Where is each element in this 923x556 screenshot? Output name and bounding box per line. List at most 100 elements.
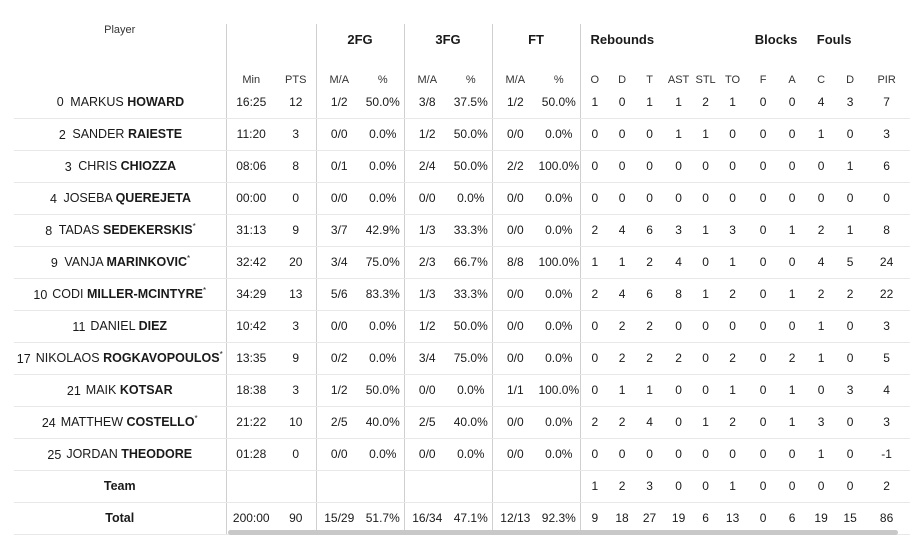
cell-ft-pct: 100.0% (538, 150, 581, 183)
cell-ft-ma: 0/0 (491, 214, 539, 247)
cell-reb-d: 0 (609, 118, 636, 151)
cell-min: 32:42 (225, 246, 276, 279)
group-header-row: Player 2FG 3FG FT Rebounds Blocks Fouls (14, 24, 910, 54)
col-stl: STL (695, 74, 716, 86)
cell-foul-c: 2 (805, 214, 838, 247)
col-3fg-ma: M/A (403, 54, 451, 86)
cell-foul-c: 19 (805, 502, 838, 535)
total-row: Total 200:00 90 15/29 51.7% 16/34 47.1% … (14, 502, 911, 535)
cell-3fg-ma: 1/3 (403, 214, 451, 247)
cell-foul-d: 2 (837, 278, 864, 311)
cell-ast: 0 (664, 406, 694, 439)
cell-ast: 0 (664, 150, 694, 183)
cell-2fg-ma: 0/0 (315, 118, 362, 151)
cell-ft-ma: 0/0 (491, 118, 539, 151)
cell-stl: 0 (693, 438, 719, 471)
player-name-cell: 9 VANJA MARINKOVIC* (14, 246, 226, 279)
col-3fg-pct: % (465, 74, 476, 86)
player-name-cell: 24 MATTHEW COSTELLO* (14, 406, 226, 439)
cell-foul-d: 0 (837, 310, 864, 343)
cell-to: 1 (718, 246, 748, 279)
cell-reb-d: 4 (609, 278, 636, 311)
cell-stl: 0 (693, 310, 719, 343)
cell-pts: 13 (276, 278, 316, 311)
player-last-name: KOTSAR (119, 383, 173, 398)
cell-reb-o: 0 (579, 438, 610, 471)
cell-3fg-ma: 2/4 (403, 150, 451, 183)
cell-pir: 24 (863, 246, 911, 279)
cell-reb-o: 2 (579, 278, 610, 311)
table-row: 11 DANIEL DIEZ 10:42 3 0/0 0.0% 1/2 50.0% 0/0 0.0… (14, 310, 911, 343)
cell-foul-c: 2 (805, 278, 838, 311)
cell-ft-pct: 0.0% (538, 438, 581, 471)
cell-to: 0 (718, 310, 748, 343)
cell-foul-d: 0 (837, 118, 864, 151)
cell-blk-f: 0 (747, 214, 780, 247)
cell-blk-a: 1 (779, 374, 806, 407)
cell-foul-d: 0 (837, 406, 864, 439)
player-last-name: MARINKOVIC (106, 255, 188, 270)
cell-ft-pct: 0.0% (538, 342, 581, 375)
cell-blk-f: 0 (747, 502, 780, 535)
cell-pts: 0 (276, 182, 316, 215)
table-row: 25 JORDAN THEODORE 01:28 0 0/0 0.0% 0/0 0.0% 0/0… (14, 438, 911, 471)
player-first-name: JOSEBA (63, 191, 113, 206)
cell-2fg-pct: 75.0% (362, 246, 405, 279)
player-number: 4 (49, 191, 57, 206)
cell-stl: 1 (693, 214, 719, 247)
cell-foul-d: 5 (837, 246, 864, 279)
cell-foul-d: 0 (837, 438, 864, 471)
cell-pir: 4 (863, 374, 911, 407)
group-rebounds: Rebounds (579, 24, 665, 54)
cell-to: 2 (718, 278, 748, 311)
cell-ast: 3 (664, 214, 694, 247)
cell-ft-ma: 0/0 (491, 342, 539, 375)
cell-blk-f: 0 (747, 438, 780, 471)
cell-reb-t: 2 (635, 246, 665, 279)
col-ft-ma: M/A (491, 54, 539, 86)
horizontal-scrollbar[interactable] (228, 530, 898, 535)
cell-pts: 9 (276, 214, 316, 247)
cell-3fg-pct: 37.5% (450, 86, 493, 119)
player-number: 10 (33, 287, 48, 302)
col-2fg-ma: M/A (315, 54, 362, 86)
cell-foul-d: 0 (837, 342, 864, 375)
cell-reb-t: 2 (635, 310, 665, 343)
player-last-name: SEDEKERSKIS (103, 223, 193, 238)
cell-reb-t: 0 (635, 150, 665, 183)
cell-foul-d: 1 (837, 150, 864, 183)
cell-ast: 0 (664, 310, 694, 343)
cell-ast: 0 (664, 438, 694, 471)
cell-reb-t: 6 (635, 278, 665, 311)
cell-blk-f: 0 (747, 118, 780, 151)
cell-3fg-ma: 0/0 (403, 438, 451, 471)
cell-ft-pct (538, 470, 581, 503)
cell-3fg-ma: 1/3 (403, 278, 451, 311)
col-reb-d: D (618, 74, 627, 86)
cell-pir: -1 (863, 438, 911, 471)
cell-blk-a: 2 (779, 342, 806, 375)
cell-blk-a: 0 (779, 470, 806, 503)
player-number: 3 (64, 159, 72, 174)
cell-pts: 9 (276, 342, 316, 375)
cell-reb-d: 1 (609, 246, 636, 279)
cell-reb-o: 0 (579, 118, 610, 151)
cell-min: 00:00 (225, 182, 276, 215)
cell-reb-d: 18 (609, 502, 636, 535)
cell-pts: 3 (276, 118, 316, 151)
cell-foul-c: 0 (805, 182, 838, 215)
player-name-cell: 10 CODI MILLER-MCINTYRE* (14, 278, 226, 311)
player-first-name: CODI (52, 287, 84, 302)
cell-ft-pct: 0.0% (538, 118, 581, 151)
cell-ft-ma: 1/2 (491, 86, 539, 119)
cell-foul-c: 0 (805, 150, 838, 183)
cell-ft-ma (491, 470, 539, 503)
cell-3fg-ma: 3/8 (403, 86, 451, 119)
cell-min: 18:38 (225, 374, 276, 407)
cell-3fg-pct: 33.3% (450, 214, 493, 247)
cell-to: 2 (718, 406, 748, 439)
cell-pts: 3 (276, 310, 316, 343)
cell-3fg-pct: 0.0% (450, 374, 493, 407)
player-first-name: VANJA (64, 255, 103, 270)
cell-pts: 8 (276, 150, 316, 183)
